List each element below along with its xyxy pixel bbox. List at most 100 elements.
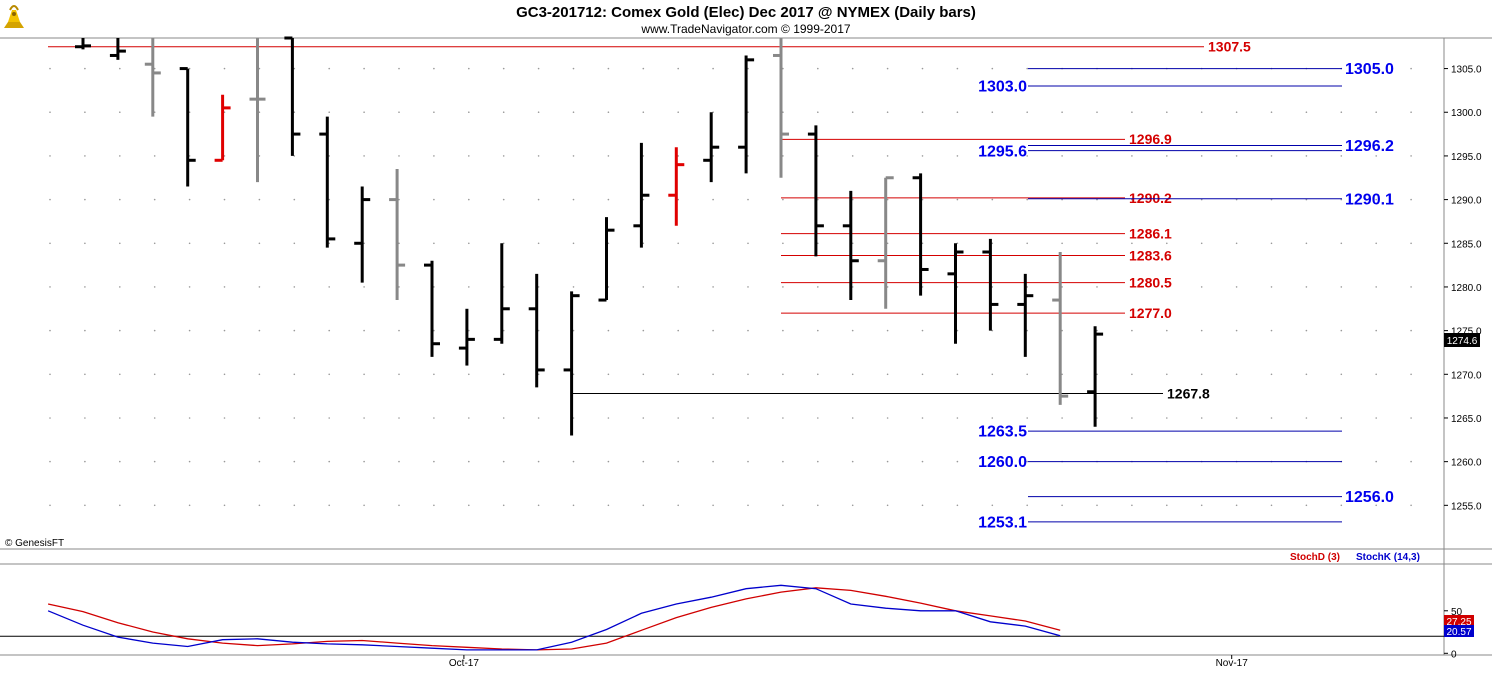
- grid-dot: [782, 329, 784, 332]
- grid-dot: [1061, 155, 1063, 157]
- level-label-1253.1: 1253.1: [978, 515, 1027, 532]
- grid-dot: [223, 67, 226, 70]
- grid-dot: [921, 460, 924, 463]
- grid-dot: [1096, 286, 1098, 288]
- grid-dot: [747, 198, 749, 201]
- grid-dot: [1235, 373, 1238, 376]
- grid-dot: [677, 111, 679, 113]
- ohlc-bar: [214, 94, 231, 162]
- price-tick-label: 1290.0: [1451, 196, 1482, 207]
- stoch-d-value-box: [1444, 615, 1474, 627]
- ohlc-bar: [458, 308, 475, 366]
- ohlc-bar: [389, 169, 406, 301]
- grid-dot: [956, 417, 959, 419]
- grid-dot: [1375, 504, 1377, 507]
- grid-dot: [607, 373, 610, 376]
- level-label-1277.0: 1277.0: [1129, 305, 1172, 321]
- grid-dot: [1166, 111, 1168, 113]
- price-axis: 1255.0 1260.0 1265.0 1270.0 1275.0 1280.0 1285…: [1444, 65, 1482, 512]
- price-tick-label: 1265.0: [1451, 414, 1482, 425]
- grid-dot: [817, 111, 819, 113]
- grid-dot: [363, 373, 365, 376]
- price-tick-label: 1280.0: [1451, 283, 1482, 294]
- grid-dot: [433, 198, 435, 201]
- grid-dot: [119, 286, 121, 288]
- grid-dot: [153, 198, 156, 201]
- grid-dot: [1131, 504, 1133, 507]
- grid-dot: [817, 286, 819, 288]
- grid-dot: [642, 67, 645, 70]
- level-label-1280.5: 1280.5: [1129, 274, 1172, 290]
- grid-dot: [1200, 155, 1203, 157]
- grid-dot: [1200, 242, 1203, 245]
- grid-dot: [956, 504, 959, 507]
- grid-dot: [607, 329, 610, 332]
- grid-dot: [1305, 329, 1308, 332]
- ohlc-bar: [668, 147, 685, 226]
- grid-dot: [433, 67, 435, 70]
- grid-dot: [398, 155, 400, 157]
- grid-dot: [782, 504, 784, 507]
- ohlc-bar: [738, 55, 755, 174]
- grid-dot: [677, 155, 679, 157]
- grid-dot: [1061, 417, 1063, 419]
- grid-dot: [537, 460, 540, 463]
- grid-dot: [84, 460, 86, 463]
- level-label-1290.1: 1290.1: [1345, 191, 1394, 208]
- grid-dot: [258, 504, 261, 507]
- grid-dot: [572, 198, 575, 201]
- price-tick-label: 1285.0: [1451, 239, 1482, 250]
- grid-dot: [1340, 373, 1343, 376]
- grid-dot: [782, 286, 784, 288]
- grid-dot: [188, 198, 191, 201]
- grid-dot: [1375, 155, 1377, 157]
- grid-dot: [1375, 460, 1377, 463]
- ohlc-bar: [284, 36, 301, 156]
- stoch-k-legend: StochK (14,3): [1356, 552, 1420, 563]
- grid-dot: [1270, 417, 1273, 419]
- price-tick-label: 1270.0: [1451, 370, 1482, 381]
- price-tick-label: 1305.0: [1451, 65, 1482, 76]
- grid-dot: [782, 242, 784, 245]
- header-band: [0, 0, 1492, 38]
- grid-dot: [991, 198, 994, 201]
- grid-dot: [188, 111, 191, 113]
- grid-dot: [572, 155, 575, 157]
- grid-dot: [712, 67, 714, 70]
- grid-dot: [153, 286, 156, 288]
- grid-dot: [119, 329, 121, 332]
- grid-dot: [1305, 111, 1308, 113]
- grid-dot: [223, 460, 226, 463]
- grid-dot: [607, 504, 610, 507]
- stoch-tick-label: 0: [1451, 649, 1457, 660]
- grid-dot: [1026, 111, 1028, 113]
- grid-dot: [1410, 373, 1412, 376]
- grid-dot: [886, 329, 889, 332]
- grid-dot: [1375, 198, 1377, 201]
- grid-dot: [433, 373, 435, 376]
- ohlc-bar: [773, 38, 789, 178]
- grid-dot: [886, 155, 889, 157]
- grid-dot: [1375, 373, 1377, 376]
- grid-dot: [433, 242, 435, 245]
- grid-dot: [747, 504, 749, 507]
- grid-dot: [921, 67, 924, 70]
- grid-dot: [398, 329, 400, 332]
- grid-dot: [363, 155, 365, 157]
- grid-dot: [223, 198, 226, 201]
- ohlc-bar: [144, 38, 161, 117]
- grid-dot: [1270, 373, 1273, 376]
- stoch-k-value-label: 20.57: [1446, 627, 1471, 638]
- ohlc-bar: [249, 38, 266, 183]
- grid-dot: [572, 242, 575, 245]
- grid-dot: [49, 67, 51, 70]
- grid-dot: [921, 155, 924, 157]
- grid-dot: [851, 155, 854, 157]
- grid-dot: [991, 460, 994, 463]
- level-label-1290.2: 1290.2: [1129, 190, 1172, 206]
- grid-dot: [1305, 155, 1308, 157]
- grid-dot: [991, 373, 994, 376]
- grid-dot: [537, 198, 540, 201]
- grid-dot: [1026, 242, 1028, 245]
- ohlc-bar: [109, 38, 126, 60]
